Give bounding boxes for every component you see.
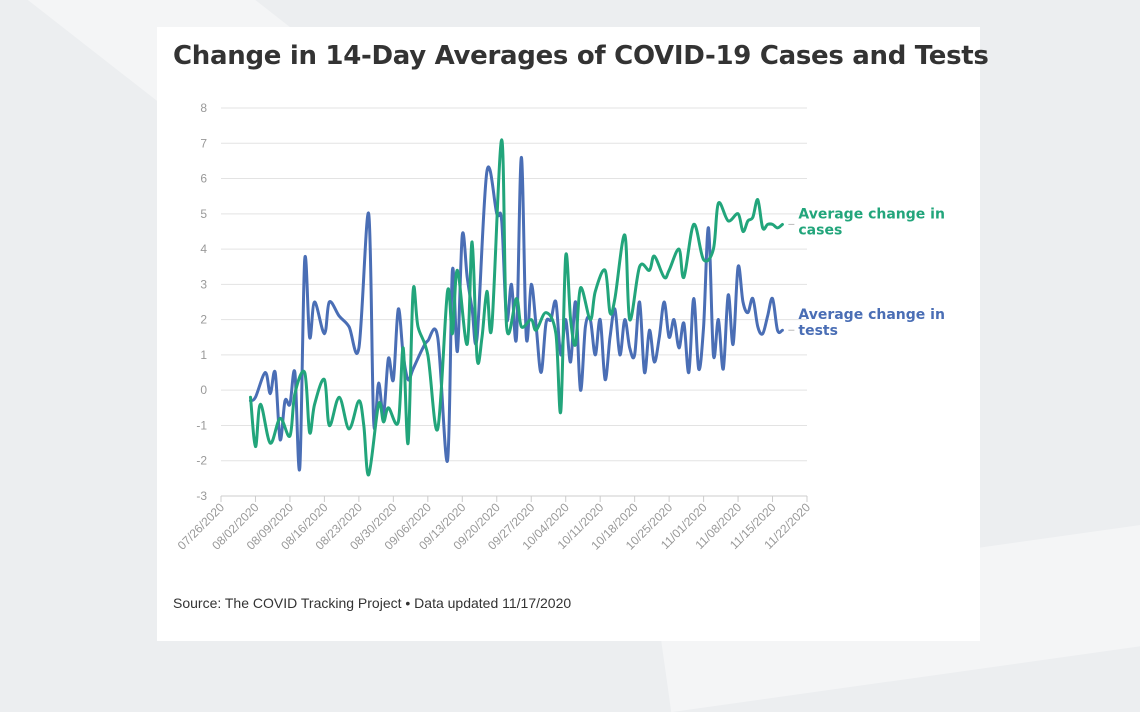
y-tick-label: -2 bbox=[196, 454, 207, 468]
y-tick-label: 8 bbox=[200, 101, 207, 115]
line-chart: -3-2-101234567807/26/202008/02/202008/09… bbox=[175, 101, 945, 553]
chart-title: Change in 14-Day Averages of COVID-19 Ca… bbox=[173, 41, 989, 71]
y-tick-label: 3 bbox=[200, 277, 207, 291]
source-note: Source: The COVID Tracking Project • Dat… bbox=[173, 595, 572, 611]
chart-card: Change in 14-Day Averages of COVID-19 Ca… bbox=[157, 27, 989, 641]
y-tick-label: 0 bbox=[200, 383, 207, 397]
series bbox=[249, 138, 784, 477]
cases-line bbox=[249, 138, 784, 477]
y-tick-label: 6 bbox=[200, 172, 207, 186]
y-tick-label: 7 bbox=[200, 136, 207, 150]
tests-line bbox=[249, 155, 784, 472]
series-labels: Average change in cases Average change in t… bbox=[788, 206, 945, 339]
cases-label: Average change in cases bbox=[798, 206, 945, 238]
y-tick-label: 1 bbox=[200, 348, 207, 362]
y-tick-label: 4 bbox=[200, 242, 207, 256]
y-tick-label: 2 bbox=[200, 313, 207, 327]
y-tick-label: -1 bbox=[196, 418, 207, 432]
tests-label: Average change in tests bbox=[798, 307, 945, 339]
y-tick-label: -3 bbox=[196, 489, 207, 503]
grid bbox=[221, 107, 807, 497]
y-tick-label: 5 bbox=[200, 207, 207, 221]
